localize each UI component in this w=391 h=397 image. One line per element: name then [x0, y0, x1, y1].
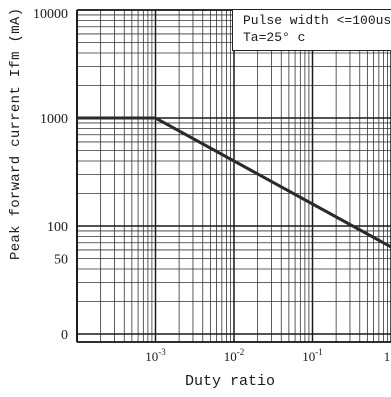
x-tick-exponent: -2: [237, 347, 245, 357]
x-tick-label: 10-3: [145, 347, 166, 364]
y-tick-label: 100: [47, 220, 68, 235]
x-tick-label: 10-1: [302, 347, 323, 364]
x-tick-base: 1: [384, 349, 391, 364]
y-tick-label: 0: [61, 328, 68, 343]
x-tick-base: 10: [224, 349, 237, 364]
y-tick-label: 50: [54, 253, 68, 268]
y-tick-label: 1000: [40, 112, 68, 127]
y-axis-label: Peak forward current Ifm (mA): [8, 7, 24, 260]
x-tick-exponent: -3: [158, 347, 166, 357]
annotation-pulse-width: Pulse width <=100us: [243, 13, 391, 28]
y-tick-labels: 10000 1000 100 50 0: [33, 7, 68, 343]
x-tick-label: 10-2: [224, 347, 245, 364]
x-axis-label: Duty ratio: [184, 373, 275, 390]
condition-annotation-box: Pulse width <=100us Ta=25° c: [232, 9, 391, 51]
x-tick-label: 1: [384, 349, 391, 364]
series-layer: [77, 116, 391, 249]
grid-minor: [77, 10, 391, 342]
y-tick-label: 10000: [33, 7, 68, 22]
x-tick-exponent: -1: [315, 347, 323, 357]
x-tick-base: 10: [302, 349, 315, 364]
series-line-0: [77, 116, 391, 249]
x-tick-labels: 10-3 10-2 10-1 1: [145, 347, 390, 364]
x-tick-base: 10: [145, 349, 158, 364]
annotation-temperature: Ta=25° c: [243, 30, 306, 45]
grid-major: [76, 9, 391, 343]
